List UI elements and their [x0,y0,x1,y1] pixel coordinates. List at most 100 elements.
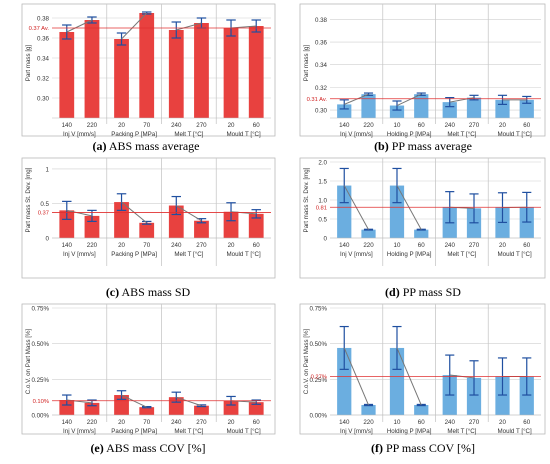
bar [249,26,264,118]
category-label: 240 [171,419,182,426]
y-axis-label: Part mass St. Dev. [mg] [25,167,32,232]
category-label: 10 [394,122,401,129]
category-label: 140 [62,122,73,129]
category-label: 220 [87,242,98,249]
y-tick-label: 0.5 [318,217,327,224]
factor-label: Packing P [MPa] [111,428,157,435]
factor-label: Melt T [°C] [447,428,476,435]
caption-text: PP mass COV [%] [383,441,475,455]
y-tick-label: 0 [46,236,50,243]
factor-label: Mould T [°C] [227,428,262,435]
category-label: 240 [445,419,456,426]
caption-text: ABS mass average [107,139,200,153]
panel-caption: (a) ABS mass average [93,139,200,153]
y-tick-label: 0.34 [315,62,328,69]
factor-label: Inj V [mm/s] [340,428,373,435]
category-label: 270 [469,419,480,426]
category-label: 70 [143,419,150,426]
bar [414,94,428,118]
y-tick-label: 0.00% [309,413,327,420]
category-label: 140 [62,242,73,249]
panel-caption: (d) PP mass SD [385,285,461,299]
factor-label: Holding P [MPa] [387,251,432,258]
bar [414,405,428,415]
factor-label: Melt T [°C] [447,251,476,258]
category-label: 60 [418,122,425,129]
caption-text: PP mass SD [400,285,462,299]
chart-panel-e: 0.00%0.25%0.50%0.75%C.o.V. on Part Mass … [22,304,275,455]
category-label: 270 [469,122,480,129]
y-tick-label: 0.25% [31,377,49,384]
category-label: 20 [228,122,235,129]
category-label: 60 [523,419,530,426]
category-label: 140 [339,419,350,426]
y-tick-label: 0.30 [37,96,50,103]
caption-label: (b) [374,139,389,153]
factor-label: Packing P [MPa] [111,131,157,138]
caption-label: (d) [385,285,400,299]
category-label: 70 [143,122,150,129]
y-tick-label: 0.32 [37,76,50,83]
y-tick-label: 1 [46,166,50,173]
factor-group: 240 270 Melt T [°C] [436,158,482,266]
y-tick-label: 0.32 [315,85,328,92]
y-tick-label: 0.38 [37,16,50,23]
bar [85,20,100,118]
reference-label: 0.81 [316,205,327,211]
factor-label: Inj V [mm/s] [63,251,96,258]
bar [194,23,209,118]
category-label: 20 [499,242,506,249]
panel-caption: (b) PP mass average [374,139,472,153]
y-tick-label: 0.38 [315,17,328,24]
category-label: 220 [363,242,374,249]
factor-group: 20 60 Mould T [°C] [488,304,534,435]
factor-group: 140 220 Inj V [mm/s] [59,201,99,258]
category-label: 20 [499,419,506,426]
category-label: 240 [445,242,456,249]
panel-caption: (c) ABS mass SD [106,285,191,299]
factor-label: Melt T [°C] [447,131,476,138]
y-axis-label: C.o.V. on Part Mass [%] [303,328,310,394]
category-label: 20 [228,242,235,249]
category-label: 10 [394,242,401,249]
factor-label: Mould T [°C] [498,428,533,435]
category-label: 20 [228,419,235,426]
category-label: 60 [253,419,260,426]
category-label: 270 [469,242,480,249]
bar [361,405,375,415]
factor-label: Holding P [MPa] [387,131,432,138]
bar [224,28,239,118]
factor-label: Mould T [°C] [498,251,533,258]
caption-label: (a) [93,139,107,153]
factor-label: Melt T [°C] [174,251,203,258]
caption-label: (f) [371,441,383,455]
bar [139,223,154,238]
category-label: 60 [253,122,260,129]
caption-text: PP mass average [389,139,472,153]
category-label: 60 [523,242,530,249]
category-label: 240 [171,242,182,249]
factor-label: Mould T [°C] [227,131,262,138]
bar [139,407,154,415]
bar [139,13,154,118]
y-tick-label: 1.5 [318,179,327,186]
category-label: 220 [87,419,98,426]
reference-label: 0.10% [33,399,49,405]
factor-label: Mould T [°C] [498,131,533,138]
category-label: 240 [171,122,182,129]
category-label: 240 [445,122,456,129]
y-tick-label: 0.34 [37,56,50,63]
category-label: 270 [196,122,207,129]
y-tick-label: 0.50% [31,341,49,348]
y-tick-label: 0.00% [31,413,49,420]
